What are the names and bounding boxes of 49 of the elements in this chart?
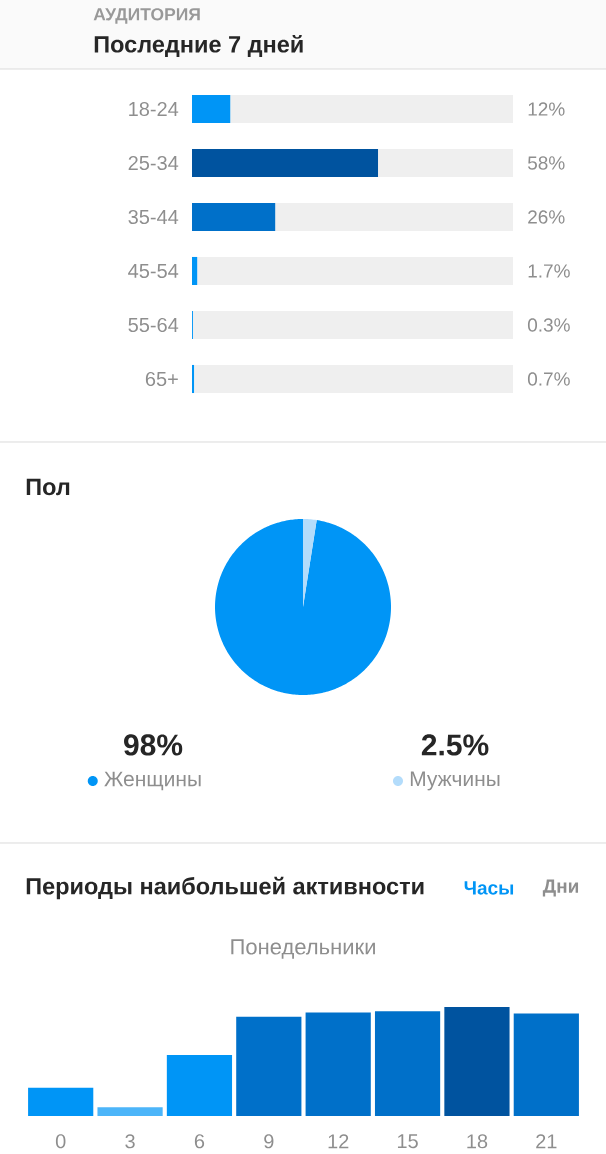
bar (275, 202, 513, 232)
y-tick-label: 55-64 (128, 317, 179, 333)
bar (374, 1011, 441, 1116)
data-label: 1.7% (528, 264, 570, 278)
bar (166, 1054, 233, 1116)
x-tick-label: 3 (125, 1134, 135, 1149)
x-tick-label: 21 (536, 1134, 557, 1149)
data-label: 58% (527, 156, 565, 170)
x-tick-label: 0 (55, 1134, 66, 1149)
bar (236, 1016, 302, 1116)
data-label: 2.5% (421, 734, 489, 756)
x-tick-label: 9 (264, 1134, 274, 1149)
chart-title: Периоды наибольшей активности (26, 876, 424, 900)
bar (192, 310, 513, 340)
x-tick-label: 12 (328, 1134, 349, 1149)
chart-title: АУДИТОРИЯ (93, 8, 200, 24)
bar (378, 148, 513, 178)
chart-subtitle: Последние 7 дней (94, 34, 303, 58)
x-tick-label: 15 (397, 1134, 418, 1149)
text: Дни (542, 879, 579, 897)
x-tick-label: 18 (467, 1134, 488, 1149)
text: Часы (464, 881, 514, 895)
bar (230, 94, 513, 124)
y-tick-label: 25-34 (128, 155, 179, 171)
x-tick-label: 6 (194, 1134, 205, 1149)
chart-title: Пол (26, 478, 70, 496)
data-label: 0.3% (527, 318, 570, 332)
y-tick-label: 65+ (145, 371, 178, 387)
bar (28, 1087, 94, 1116)
chart-subtitle: Понедельники (231, 939, 375, 959)
bar (444, 1007, 510, 1116)
bar (513, 1013, 579, 1116)
y-tick-label: 35-44 (128, 209, 179, 225)
data-label: 12% (528, 102, 565, 116)
bar (192, 148, 379, 178)
bar (97, 1107, 163, 1116)
bar (305, 1012, 371, 1116)
bar (192, 256, 198, 286)
legend-label: Мужчины (410, 771, 500, 791)
data-label: 0.7% (527, 372, 570, 386)
bar (194, 364, 513, 394)
y-tick-label: 45-54 (128, 264, 179, 278)
y-tick-label: 18-24 (129, 101, 179, 117)
bar (192, 202, 276, 232)
bar (197, 256, 513, 286)
legend-label: Женщины (104, 771, 201, 791)
data-label: 26% (528, 210, 565, 224)
bar (192, 94, 231, 124)
data-label: 98% (124, 734, 183, 756)
